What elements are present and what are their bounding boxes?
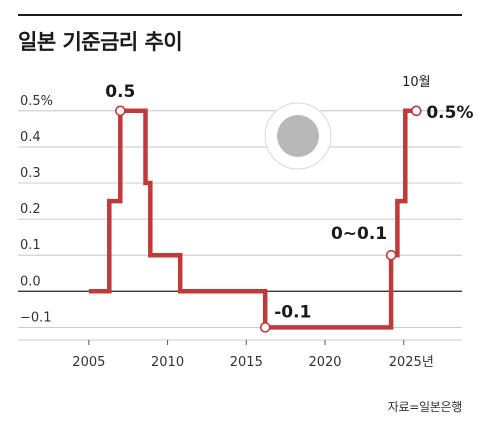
x-tick-label: 2025년 (389, 355, 434, 370)
x-tick-labels: 2005 2010 2015 2020 2025년 (72, 340, 434, 370)
decorative-dot (264, 102, 332, 170)
y-tick-label: 0.5% (20, 94, 53, 109)
annotation-label: -0.1 (274, 302, 311, 322)
data-point-marker (385, 249, 397, 261)
title-rule (18, 14, 462, 16)
x-tick-label: 2010 (151, 355, 184, 370)
rate-line (88, 108, 417, 330)
chart-title: 일본 기준금리 추이 (18, 30, 183, 54)
y-tick-labels: 0.5% 0.4 0.3 0.2 0.1 0.0 −0.1 (20, 94, 53, 326)
flag-circle-dot (277, 115, 319, 157)
annotation-label: 0.5 (105, 82, 135, 102)
annotation-label: 0.5% (426, 103, 473, 123)
y-tick-label: 0.2 (20, 202, 41, 217)
x-tick-label: 2015 (230, 355, 263, 370)
series-line (88, 108, 417, 330)
y-tick-label: −0.1 (20, 310, 52, 325)
y-tick-label: 0.1 (20, 238, 41, 253)
y-tick-label: 0.4 (20, 130, 41, 145)
data-point-marker (115, 105, 126, 117)
y-tick-label: 0.0 (20, 274, 41, 289)
y-tick-label: 0.3 (20, 166, 41, 181)
annotations: 0.5 -0.1 0~0.1 10월 0.5% (105, 75, 473, 323)
data-point-marker (411, 105, 422, 117)
annotation-label: 0~0.1 (331, 224, 387, 244)
data-point-marker (259, 322, 271, 333)
x-tick-label: 2020 (308, 355, 341, 370)
x-tick-label: 2005 (72, 355, 105, 370)
source-note: 자료=일본은행 (387, 400, 463, 414)
rate-markers (115, 105, 422, 333)
annotation-label: 10월 (402, 75, 431, 90)
